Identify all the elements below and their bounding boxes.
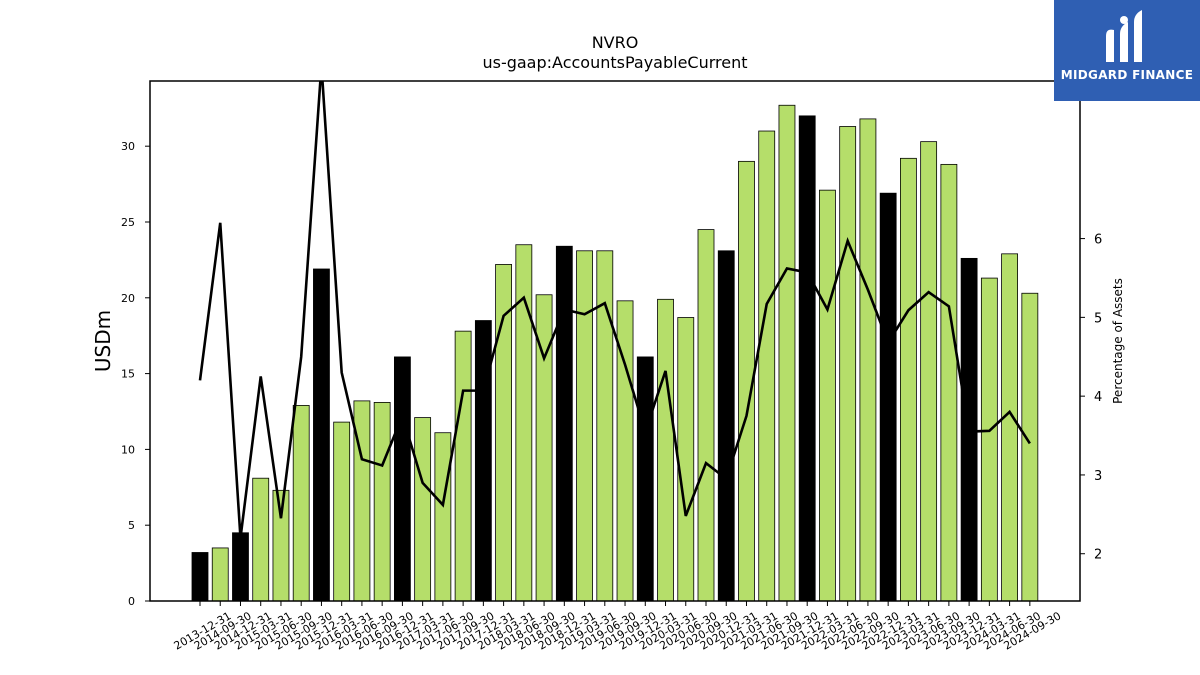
y2-tick-label: 4: [1094, 390, 1102, 405]
brand-logo: MIDGARD FINANCE: [1054, 0, 1200, 101]
bar: [859, 118, 877, 602]
line-series: [198, 81, 1031, 539]
y-tick-label: 10: [121, 443, 135, 456]
bar: [414, 417, 432, 602]
bar: [313, 268, 330, 602]
y2-tick-label: 3: [1094, 469, 1102, 484]
y-tick-label: 25: [121, 216, 135, 229]
bar: [819, 189, 836, 602]
y2-axis: 2 3 4 5 6: [1080, 233, 1102, 563]
bar: [393, 356, 411, 602]
y-tick-label: 20: [121, 292, 135, 305]
bar: [434, 432, 452, 602]
y2-tick-label: 6: [1094, 233, 1102, 248]
bars-layer: [191, 104, 1039, 602]
bar: [717, 250, 735, 602]
bar: [657, 298, 674, 602]
plot-frame: [149, 80, 1081, 602]
bar: [292, 405, 310, 602]
chart-title: NVRO: [592, 33, 639, 52]
y-axis-label: USDm: [91, 310, 115, 372]
y-tick-label: 0: [128, 595, 135, 608]
bar: [232, 532, 249, 602]
bar: [778, 104, 796, 602]
brand-name: MIDGARD FINANCE: [1060, 68, 1194, 82]
bar: [272, 489, 290, 602]
bar: [454, 330, 472, 602]
y2-tick-label: 5: [1094, 311, 1102, 326]
bar: [1021, 292, 1039, 602]
bar: [576, 250, 593, 602]
y-tick-label: 5: [128, 519, 135, 532]
bar: [879, 192, 897, 602]
logo-mark-icon: [1106, 10, 1142, 63]
bar: [900, 157, 917, 602]
bar: [191, 552, 209, 602]
bar: [758, 130, 776, 602]
y-tick-label: 15: [121, 368, 135, 381]
bar: [333, 421, 351, 602]
bar: [211, 547, 229, 602]
bar: [1001, 253, 1018, 602]
bar: [920, 141, 938, 602]
bar: [697, 229, 715, 602]
x-axis: 2013-12-312014-09-302014-12-312015-03-31…: [172, 601, 1063, 653]
bar: [980, 277, 998, 602]
bar: [555, 245, 573, 602]
line-layer: [198, 81, 1031, 539]
y2-tick-label: 2: [1094, 548, 1102, 563]
chart-subtitle: us-gaap:AccountsPayableCurrent: [482, 53, 747, 72]
bar: [373, 401, 391, 602]
y-axis: 0 5 10 15 20 25 30: [121, 140, 150, 608]
bar: [677, 317, 695, 602]
bar: [252, 477, 270, 602]
bar: [940, 163, 958, 602]
y-tick-label: 30: [121, 140, 135, 153]
bar: [636, 356, 654, 602]
bar: [839, 126, 857, 602]
bar: [474, 320, 492, 602]
bar: [798, 115, 816, 602]
y2-axis-label: Percentage of Assets: [1111, 278, 1125, 404]
